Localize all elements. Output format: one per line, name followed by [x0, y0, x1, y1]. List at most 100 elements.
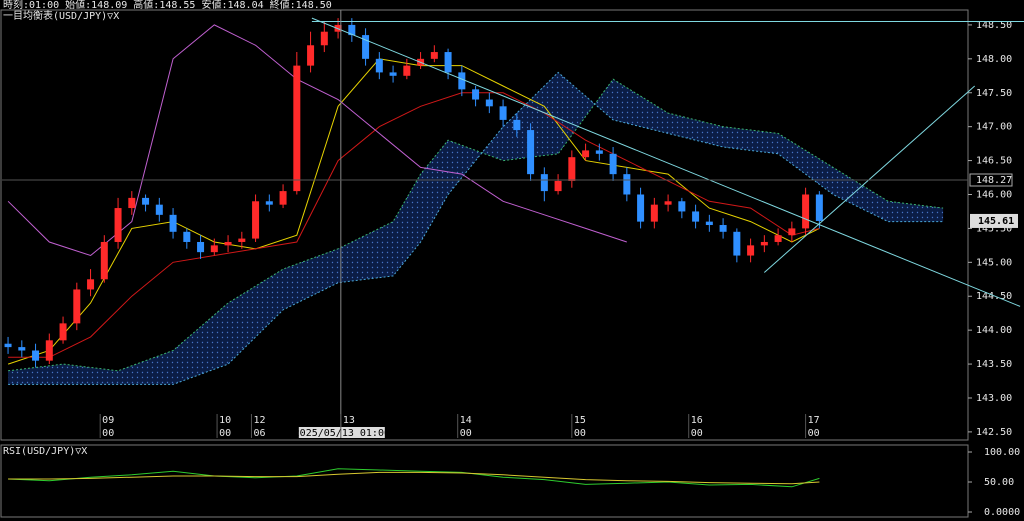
candle-body [128, 197, 136, 209]
y-tick-label: 144.00 [976, 325, 1012, 336]
x-tick-sublabel: 00 [219, 428, 231, 439]
candle-body [348, 24, 356, 36]
chart-title: 一目均衡表(USD/JPY)▽X [3, 9, 119, 22]
candle-body [59, 323, 67, 341]
x-tick-sublabel: 00 [691, 428, 703, 439]
candle-body [802, 194, 810, 229]
rsi-line [8, 468, 820, 488]
candle-body [183, 231, 191, 242]
candle-body [692, 211, 700, 222]
main-panel-border [0, 9, 969, 441]
rsi-panel-border [0, 444, 969, 518]
candle-body [114, 208, 122, 242]
candle-body [774, 235, 782, 242]
candle-body [540, 174, 548, 192]
candle-body [637, 194, 645, 222]
candle-body [210, 245, 218, 253]
candle-body [678, 201, 686, 212]
candle-body [45, 340, 53, 361]
x-tick-label: 12 [253, 415, 265, 426]
x-tick-sublabel: 00 [102, 428, 114, 439]
y-tick-label: 146.50 [976, 156, 1012, 167]
candle-body [788, 228, 796, 236]
candle-body [747, 245, 755, 256]
x-tick-sublabel: 00 [460, 428, 472, 439]
crosshair-label-box [298, 427, 385, 438]
candle-body [362, 35, 370, 59]
candle-body [458, 72, 466, 90]
candle-body [389, 72, 397, 76]
y-tick-label: 143.00 [976, 393, 1012, 404]
y-tick-label: 144.50 [976, 291, 1012, 302]
candle-body [815, 194, 823, 221]
trend-line [311, 17, 1021, 307]
x-tick-label: 13 [343, 415, 355, 426]
candle-body [430, 52, 438, 59]
x-tick-label: 16 [691, 415, 703, 426]
candle-body [320, 31, 328, 46]
candle-body [279, 191, 287, 205]
y-tick-label: 147.00 [976, 122, 1012, 133]
price-label: 148.27 [976, 175, 1012, 186]
candle-body [32, 350, 40, 361]
candle-body [293, 65, 301, 192]
candle-body [705, 221, 713, 226]
x-tick-label: 15 [574, 415, 586, 426]
trend-line [763, 85, 976, 273]
y-tick-label: 143.50 [976, 359, 1012, 370]
x-tick-label: 14 [460, 415, 472, 426]
candle-body [568, 157, 576, 181]
candle-body [650, 204, 658, 222]
candle-body [609, 153, 617, 175]
x-tick-label: 17 [808, 415, 820, 426]
candle-body [224, 241, 232, 246]
candle-body [375, 58, 383, 73]
candle-body [4, 343, 12, 348]
y-tick-label: 145.50 [976, 223, 1012, 234]
y-tick-label: 146.00 [976, 189, 1012, 200]
y-tick-label: 100.00 [984, 447, 1020, 458]
ichimoku-cloud [8, 72, 944, 385]
candle-body [307, 45, 315, 66]
x-tick-label: 09 [102, 415, 114, 426]
x-tick-label: 10 [219, 415, 231, 426]
y-tick-label: 50.00 [984, 477, 1014, 488]
candle-body [733, 231, 741, 256]
candle-body [87, 279, 95, 290]
y-tick-label: 0.0000 [984, 507, 1020, 518]
rsi-line [8, 471, 820, 485]
candle-body [238, 238, 246, 242]
candle-body [554, 180, 562, 192]
indicator-line [8, 92, 820, 358]
candle-body [719, 225, 727, 232]
y-tick-label: 145.00 [976, 257, 1012, 268]
candle-body [155, 204, 163, 215]
x-tick-sublabel: 00 [808, 428, 820, 439]
candle-body [485, 99, 493, 107]
last-price-label: 145.61 [978, 216, 1014, 227]
candle-body [595, 150, 603, 154]
candle-body [100, 241, 108, 280]
candle-body [472, 89, 480, 100]
candle-body [760, 241, 768, 246]
candle-body [527, 130, 535, 175]
candle-body [197, 241, 205, 253]
candle-body [142, 197, 150, 205]
candle-body [499, 106, 507, 120]
candle-body [18, 347, 26, 351]
candle-body [169, 214, 177, 232]
header-ohlc: 時刻:01:00 始値:148.09 高値:148.55 安値:148.04 終… [3, 0, 332, 11]
y-tick-label: 148.50 [976, 20, 1012, 31]
candle-body [513, 119, 521, 131]
candle-body [664, 201, 672, 205]
candle-body [582, 150, 590, 158]
rsi-title: RSI(USD/JPY)▽X [3, 446, 87, 457]
last-price-box [970, 213, 1018, 228]
price-label-box [969, 173, 1013, 187]
x-tick-sublabel: 00 [574, 428, 586, 439]
y-tick-label: 148.00 [976, 54, 1012, 65]
span-b-line [8, 71, 944, 385]
indicator-line [7, 24, 627, 257]
